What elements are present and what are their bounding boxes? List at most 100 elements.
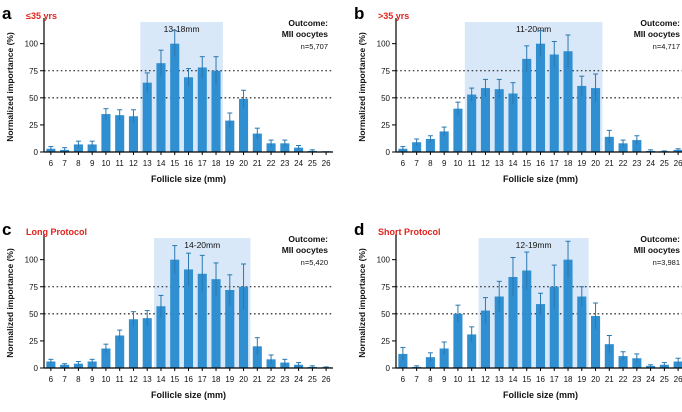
y-tick-label: 0 <box>386 364 391 373</box>
bar <box>128 116 138 152</box>
outcome-label: Outcome: <box>288 234 328 244</box>
y-tick-label: 100 <box>377 40 391 49</box>
x-tick-label: 21 <box>253 159 262 168</box>
bar <box>115 335 125 368</box>
outcome-value: MII oocytes <box>282 29 329 39</box>
panel-c: c 14-20mm 0 25 50 75 100 6 7 8 9 10 11 12 13 14 15 16 17 1… <box>2 220 333 400</box>
y-axis-title: Normalized importance (%) <box>357 248 367 358</box>
panel-label: b <box>354 4 364 23</box>
x-tick-label: 9 <box>90 159 95 168</box>
bar <box>425 357 435 368</box>
x-tick-label: 24 <box>646 375 655 384</box>
x-tick-label: 26 <box>322 159 331 168</box>
bar <box>294 147 304 152</box>
bar <box>453 313 463 368</box>
x-tick-label: 7 <box>414 159 419 168</box>
y-tick-label: 50 <box>381 310 390 319</box>
x-tick-label: 26 <box>322 375 331 384</box>
panel-a: a 13-18mm 0 25 50 75 100 6 7 8 9 10 11 12 13 14 15 16 17 1… <box>2 4 333 184</box>
y-tick-label: 0 <box>34 364 39 373</box>
bar <box>225 290 235 368</box>
outcome-label: Outcome: <box>640 18 680 28</box>
y-tick-label: 50 <box>29 310 38 319</box>
bar <box>73 144 83 152</box>
bar <box>211 70 221 152</box>
bar <box>266 143 276 152</box>
bar <box>412 142 422 152</box>
bar <box>618 143 628 152</box>
bar <box>563 259 573 368</box>
bar <box>239 98 249 152</box>
bar <box>425 139 435 152</box>
bar <box>252 346 262 368</box>
x-axis-title: Follicle size (mm) <box>503 174 578 184</box>
x-tick-label: 13 <box>143 375 152 384</box>
condition-label: Long Protocol <box>26 227 87 237</box>
bar <box>604 344 614 368</box>
x-tick-label: 19 <box>577 159 586 168</box>
x-tick-label: 22 <box>619 375 628 384</box>
outcome-value: MII oocytes <box>282 245 329 255</box>
x-tick-label: 8 <box>76 159 81 168</box>
x-tick-label: 18 <box>564 159 573 168</box>
x-tick-label: 20 <box>591 159 600 168</box>
x-tick-label: 25 <box>660 159 669 168</box>
bar <box>439 131 449 152</box>
bar <box>494 296 504 368</box>
x-tick-label: 25 <box>308 159 317 168</box>
x-axis-title: Follicle size (mm) <box>151 390 226 400</box>
x-tick-label: 14 <box>157 375 166 384</box>
x-tick-label: 6 <box>49 375 54 384</box>
x-tick-label: 8 <box>428 375 433 384</box>
x-tick-label: 9 <box>442 375 447 384</box>
bar <box>128 319 138 368</box>
bar <box>46 361 56 368</box>
x-tick-label: 16 <box>184 159 193 168</box>
x-tick-label: 17 <box>550 159 559 168</box>
bar <box>604 136 614 152</box>
x-tick-label: 23 <box>280 375 289 384</box>
bar <box>197 67 207 152</box>
x-tick-label: 7 <box>62 375 67 384</box>
window-label: 12-19mm <box>516 240 552 250</box>
y-tick-label: 50 <box>381 94 390 103</box>
x-tick-label: 20 <box>239 375 248 384</box>
window-label: 11-20mm <box>516 24 551 34</box>
x-tick-label: 12 <box>481 159 490 168</box>
x-tick-label: 13 <box>495 159 504 168</box>
panel-b: b 11-20mm 0 25 50 75 100 6 7 8 9 10 11 12 13 14 15 16 17 1… <box>354 4 682 184</box>
x-tick-label: 7 <box>62 159 67 168</box>
bar <box>480 88 490 152</box>
bar <box>591 316 601 368</box>
window-label: 13-18mm <box>164 24 200 34</box>
x-tick-label: 11 <box>468 159 477 168</box>
outcome-label: Outcome: <box>640 234 680 244</box>
x-tick-label: 24 <box>294 375 303 384</box>
x-tick-label: 17 <box>198 159 207 168</box>
y-axis-title: Normalized importance (%) <box>5 32 15 142</box>
bar <box>549 54 559 152</box>
bar <box>535 304 546 368</box>
bar <box>439 348 449 368</box>
bar <box>87 144 97 152</box>
x-tick-label: 11 <box>116 375 125 384</box>
y-tick-label: 50 <box>29 94 38 103</box>
x-tick-label: 20 <box>591 375 600 384</box>
x-tick-label: 9 <box>90 375 95 384</box>
bar <box>211 279 221 368</box>
condition-label: Short Protocol <box>378 227 441 237</box>
x-tick-label: 23 <box>632 159 641 168</box>
bar <box>591 88 601 152</box>
y-tick-label: 75 <box>29 67 38 76</box>
bar <box>467 94 477 152</box>
x-tick-label: 19 <box>225 159 234 168</box>
x-tick-label: 6 <box>401 375 406 384</box>
outcome-label: Outcome: <box>288 18 328 28</box>
x-tick-label: 21 <box>605 375 614 384</box>
bar <box>197 273 207 368</box>
x-tick-label: 18 <box>212 375 221 384</box>
x-tick-label: 11 <box>116 159 125 168</box>
bar <box>170 43 180 152</box>
panel-label: c <box>2 220 11 239</box>
